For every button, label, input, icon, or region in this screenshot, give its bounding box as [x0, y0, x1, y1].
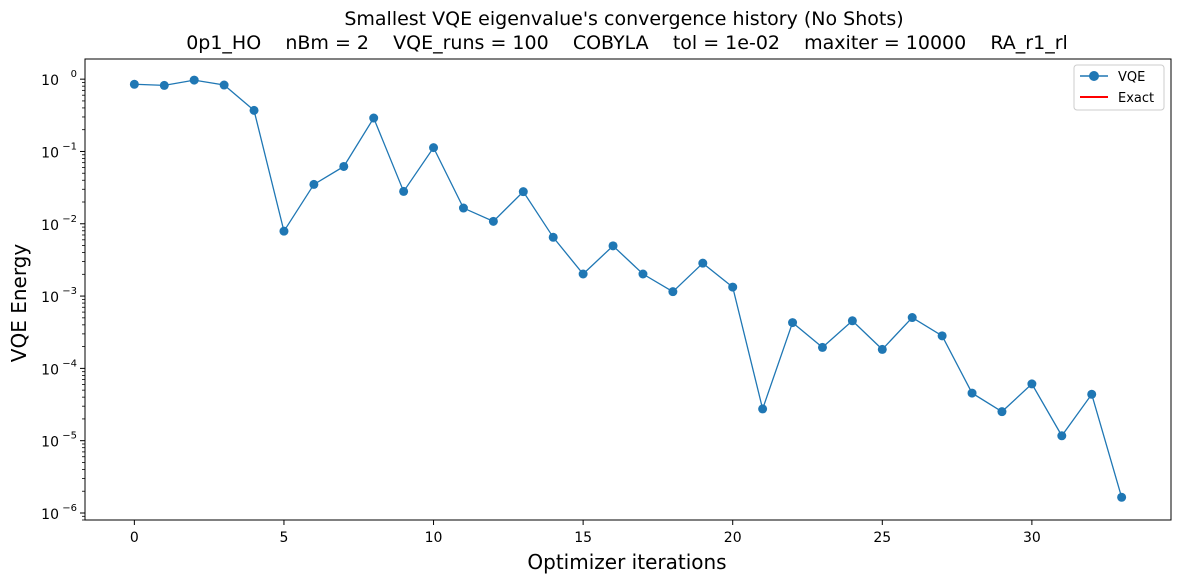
- data-point: [1057, 431, 1067, 441]
- y-tick-label: 10: [41, 507, 59, 523]
- y-tick-exponent: −6: [62, 503, 77, 514]
- data-point: [877, 344, 887, 354]
- legend: VQE Exact: [1073, 64, 1165, 111]
- plot-area: [84, 58, 1172, 521]
- y-tick-label: 10: [41, 145, 59, 161]
- data-point: [488, 216, 498, 226]
- data-point: [369, 113, 379, 123]
- data-point: [429, 143, 439, 153]
- series-layer: [129, 75, 1127, 502]
- data-point: [967, 388, 977, 398]
- data-point: [129, 79, 139, 89]
- data-point: [219, 80, 229, 90]
- y-tick-exponent: 0: [71, 69, 77, 80]
- data-point: [339, 161, 349, 171]
- legend-exact-label: Exact: [1118, 91, 1154, 106]
- data-point: [817, 342, 827, 352]
- data-point: [578, 269, 588, 279]
- data-point: [758, 404, 768, 414]
- y-tick-exponent: −1: [62, 141, 77, 152]
- x-tick-label: 0: [130, 530, 139, 546]
- data-point: [847, 316, 857, 326]
- y-tick-exponent: −2: [62, 214, 77, 225]
- x-axis-label: Optimizer iterations: [527, 550, 726, 574]
- y-tick-exponent: −3: [62, 286, 77, 297]
- series-line-vqe: [134, 79, 1123, 498]
- y-tick-label: 10: [41, 435, 59, 451]
- x-axis-ticks: 0 5 10 15 20 25 30: [130, 520, 1041, 546]
- data-point: [458, 203, 468, 213]
- data-point: [1027, 379, 1037, 389]
- data-point: [1087, 389, 1097, 399]
- y-tick-exponent: −5: [62, 431, 77, 442]
- legend-vqe-marker: [1089, 71, 1099, 81]
- data-point: [698, 258, 708, 268]
- y-axis-label: VQE Energy: [7, 244, 31, 363]
- legend-vqe-label: VQE: [1118, 70, 1145, 85]
- y-tick-label: 10: [41, 290, 59, 306]
- data-point: [189, 75, 199, 85]
- data-point: [728, 282, 738, 292]
- data-point: [937, 331, 947, 341]
- data-point: [249, 105, 259, 115]
- y-tick-label: 10: [41, 73, 59, 89]
- data-point: [997, 407, 1007, 417]
- data-point: [1117, 492, 1127, 502]
- data-point: [788, 318, 798, 328]
- data-point: [518, 187, 528, 197]
- x-tick-label: 20: [724, 530, 742, 546]
- x-tick-label: 30: [1023, 530, 1041, 546]
- data-point: [279, 226, 289, 236]
- x-tick-label: 15: [574, 530, 592, 546]
- data-point: [548, 232, 558, 242]
- axes-frame: [84, 58, 1172, 521]
- data-point: [907, 313, 917, 323]
- chart-subtitle: 0p1_HO nBm = 2 VQE_runs = 100 COBYLA tol…: [186, 32, 1068, 54]
- data-point: [159, 80, 169, 90]
- x-tick-label: 25: [873, 530, 891, 546]
- y-tick-exponent: −4: [62, 358, 77, 369]
- data-point: [309, 179, 319, 189]
- x-tick-label: 5: [279, 530, 288, 546]
- x-tick-label: 10: [425, 530, 443, 546]
- chart-title: Smallest VQE eigenvalue's convergence hi…: [344, 8, 903, 30]
- data-point: [668, 287, 678, 297]
- y-tick-label: 10: [41, 218, 59, 234]
- data-point: [399, 186, 409, 196]
- data-point: [608, 241, 618, 251]
- data-point: [638, 269, 648, 279]
- y-tick-label: 10: [41, 362, 59, 378]
